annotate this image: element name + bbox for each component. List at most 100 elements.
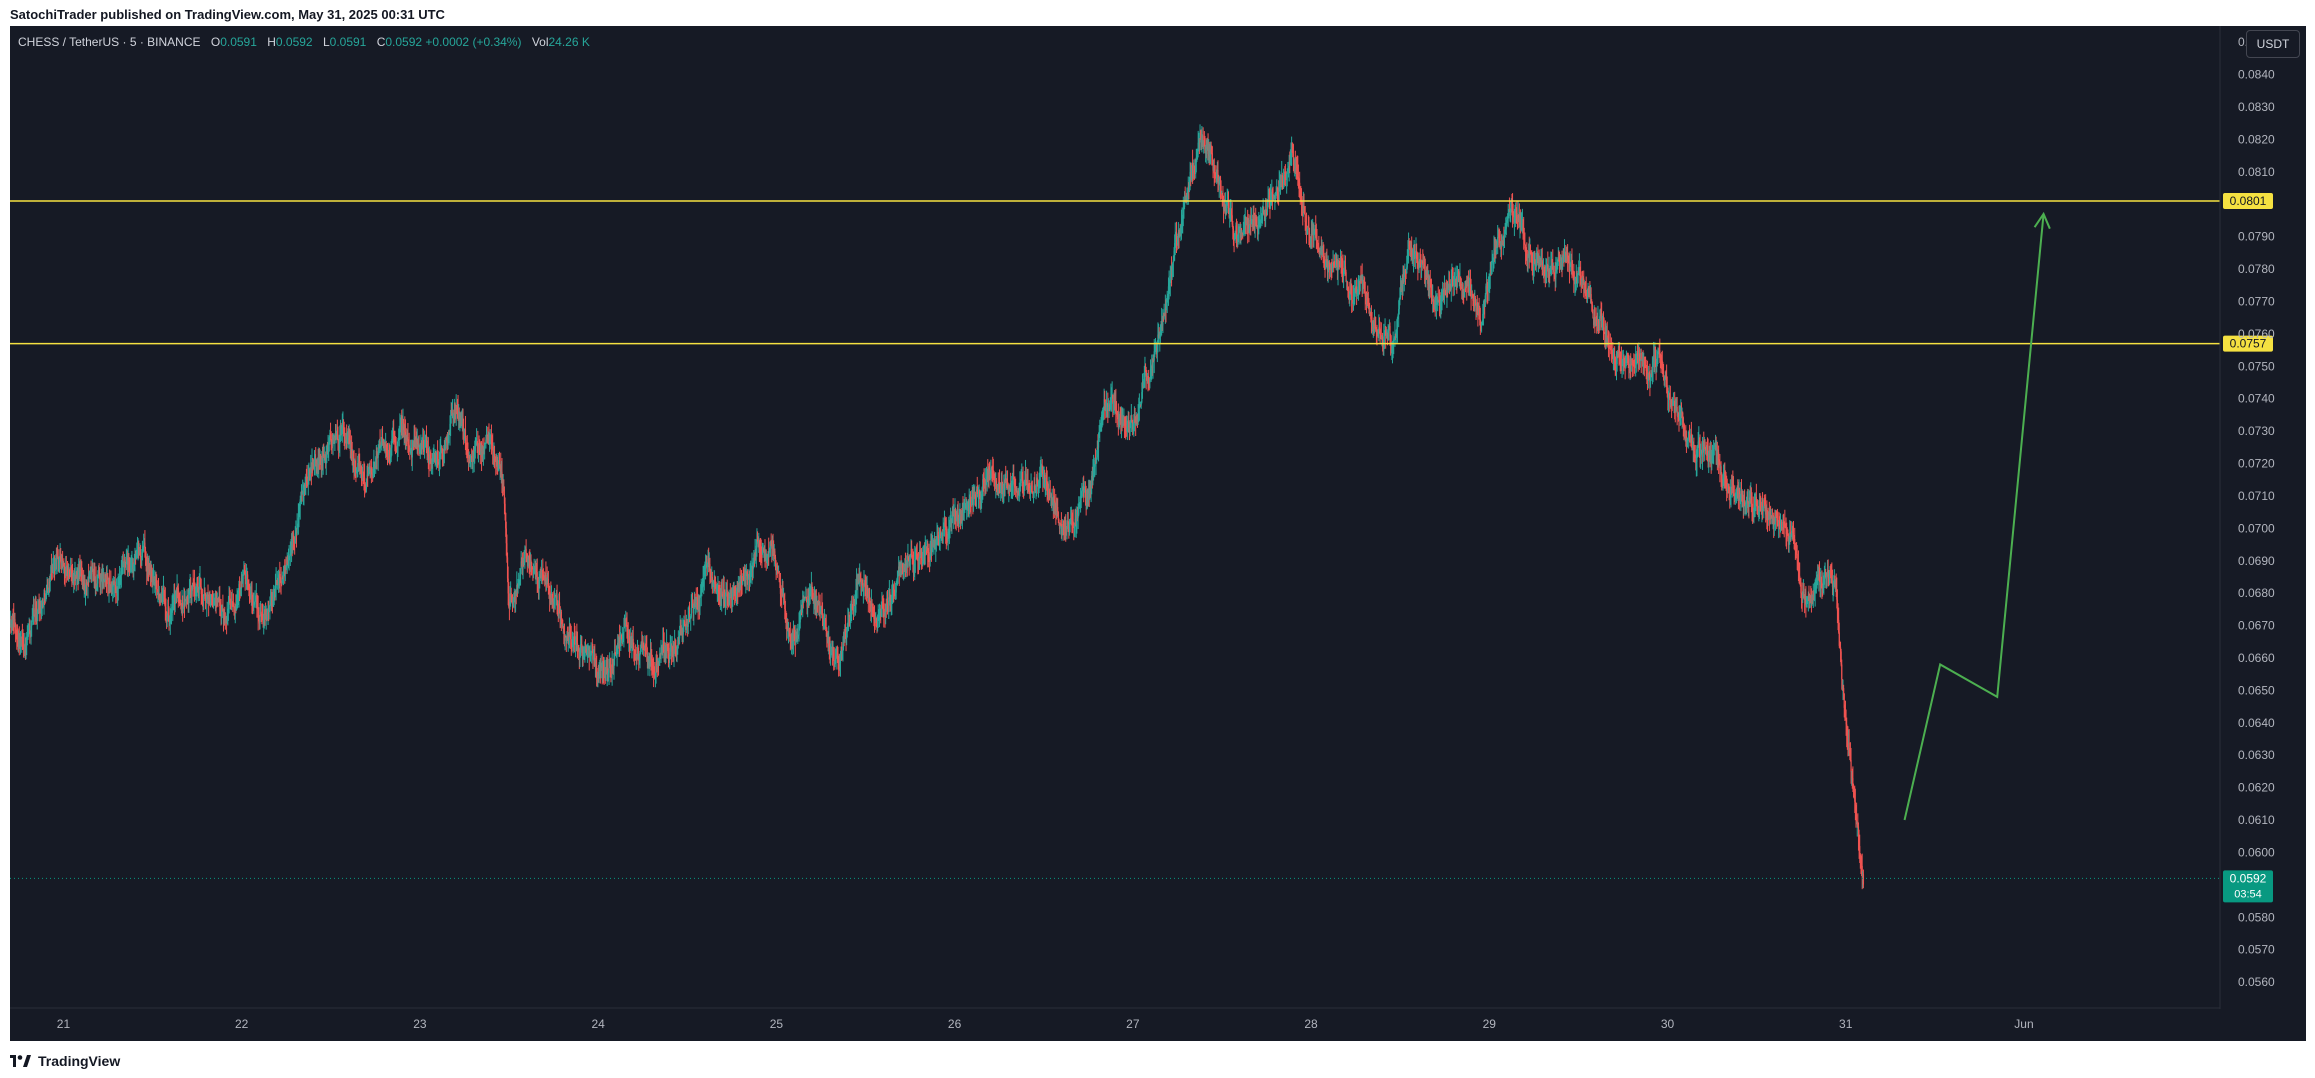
candle-body (546, 580, 548, 583)
candle-body (1416, 259, 1418, 261)
candle-body (675, 648, 678, 651)
candle-body (1326, 261, 1329, 271)
candle-body (200, 586, 202, 594)
candle-body (174, 593, 176, 601)
candle-body (726, 590, 728, 597)
candle-body (730, 594, 733, 601)
candle-body (258, 618, 260, 620)
candle-body (1118, 418, 1121, 420)
candle-body (290, 541, 293, 548)
candle-body (1444, 287, 1446, 290)
candle-body (115, 590, 118, 593)
candle-body (756, 539, 759, 542)
candle-body (603, 670, 605, 676)
candle-body (1214, 173, 1216, 175)
candle-body (159, 596, 161, 602)
candle-body (1333, 264, 1335, 266)
candle-body (47, 587, 49, 591)
candle-body (914, 557, 916, 561)
candle-body (386, 452, 389, 454)
candle-body (1054, 500, 1056, 508)
candle-body (506, 543, 508, 558)
candle-body (452, 412, 454, 419)
candle-body (1447, 288, 1449, 293)
candle-body (1170, 268, 1172, 276)
candle-body (1553, 266, 1555, 274)
candle-body (746, 571, 748, 577)
candle-body (1031, 487, 1033, 492)
candle-body (1250, 219, 1252, 225)
candle-body (1084, 489, 1087, 496)
candle-body (1286, 171, 1288, 174)
candle-body (498, 462, 501, 467)
candle-body (675, 647, 677, 649)
candle-body (1281, 174, 1283, 180)
candle-body (1242, 234, 1244, 236)
candle-body (233, 606, 235, 609)
candle-body (88, 572, 90, 579)
candle-body (1543, 271, 1545, 273)
candle-body (1457, 271, 1459, 278)
candle-body (687, 626, 689, 628)
candle-body (276, 580, 278, 582)
candle-body (591, 651, 593, 653)
candle-body (1042, 476, 1045, 479)
candle-body (1215, 175, 1217, 179)
candle-body (1291, 150, 1293, 153)
candle-body (446, 439, 448, 443)
candle-body (1130, 418, 1132, 422)
candle-body (94, 576, 96, 585)
candle-body (753, 554, 756, 556)
candle-body (1443, 289, 1445, 293)
candle-body (653, 672, 655, 676)
candle-body (1028, 490, 1030, 492)
candle-body (482, 451, 484, 453)
candle-body (1120, 419, 1123, 425)
candle-body (176, 587, 178, 594)
candle-body (583, 654, 585, 656)
candle-body (377, 451, 379, 458)
candle-body (1141, 392, 1143, 402)
candle-body (308, 476, 311, 478)
candle-body (1110, 396, 1113, 398)
candle-body (1111, 394, 1113, 397)
candle-body (550, 595, 552, 599)
candle-body (1008, 485, 1010, 491)
candle-body (490, 437, 492, 439)
candle-body (560, 612, 562, 619)
candle-body (1279, 176, 1282, 182)
candle-body (1266, 211, 1268, 213)
candle-body (954, 511, 957, 516)
candle-body (1091, 475, 1093, 482)
candle-body (1365, 299, 1368, 303)
candle-body (1296, 165, 1298, 168)
candle-body (554, 595, 556, 599)
candle-body (797, 635, 800, 638)
candle-body (133, 564, 135, 569)
candle-body (86, 584, 88, 586)
candle-body (521, 561, 523, 563)
candle-body (861, 581, 863, 584)
candle-body (391, 435, 394, 439)
candle-body (693, 601, 696, 605)
candle-body (938, 538, 940, 543)
candle-body (1240, 228, 1242, 233)
candle-body (659, 653, 662, 659)
candle-body (1078, 507, 1080, 515)
candle-body (181, 603, 183, 611)
candle-body (738, 585, 740, 587)
candle-body (969, 497, 972, 503)
candle-body (1440, 297, 1442, 302)
candle-body (1234, 230, 1236, 234)
candle-body (576, 636, 578, 643)
candle-body (1256, 226, 1259, 230)
candle-body (762, 549, 764, 551)
candle-body (1319, 253, 1321, 255)
candle-body (920, 555, 923, 561)
candle-body (14, 623, 17, 630)
candle-body (1294, 165, 1296, 169)
candle-body (686, 621, 688, 627)
candle-body (1318, 246, 1320, 249)
